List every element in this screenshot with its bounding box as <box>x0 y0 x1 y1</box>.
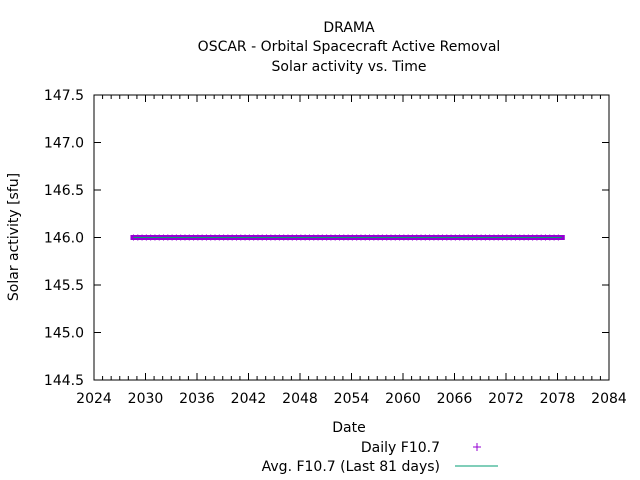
y-tick-label: 144.5 <box>44 373 84 389</box>
y-tick-label: 147.5 <box>44 88 84 104</box>
x-tick-label: 2066 <box>437 391 473 407</box>
y-tick-label: 146.0 <box>44 231 84 247</box>
x-tick-label: 2054 <box>334 391 370 407</box>
x-tick-label: 2072 <box>488 391 524 407</box>
x-tick-label: 2036 <box>179 391 215 407</box>
chart-title-line-1: DRAMA <box>323 20 375 36</box>
x-tick-label: 2030 <box>128 391 164 407</box>
x-tick-label: 2048 <box>282 391 318 407</box>
legend-symbol-daily <box>473 443 481 451</box>
x-tick-label: 2078 <box>540 391 576 407</box>
x-tick-label: 2060 <box>385 391 421 407</box>
x-tick-label: 2042 <box>231 391 267 407</box>
chart-title-line-2: OSCAR - Orbital Spacecraft Active Remova… <box>198 39 501 55</box>
x-tick-label: 2024 <box>76 391 112 407</box>
y-tick-label: 145.0 <box>44 326 84 342</box>
legend-label-daily: Daily F10.7 <box>361 440 440 456</box>
y-tick-label: 146.5 <box>44 183 84 199</box>
x-tick-label: 2084 <box>591 391 627 407</box>
y-tick-label: 147.0 <box>44 136 84 152</box>
x-axis-label: Date <box>332 420 365 436</box>
chart-title-line-3: Solar activity vs. Time <box>272 59 427 75</box>
y-tick-label: 145.5 <box>44 278 84 294</box>
plot-area: 144.5 145.0 145.5 146.0 146.5 147.0 147.5 2024 2… <box>44 88 627 407</box>
y-axis-label: Solar activity [sfu] <box>6 173 22 301</box>
legend-label-avg: Avg. F10.7 (Last 81 days) <box>262 459 440 475</box>
legend: Daily F10.7 Avg. F10.7 (Last 81 days) <box>262 440 498 475</box>
